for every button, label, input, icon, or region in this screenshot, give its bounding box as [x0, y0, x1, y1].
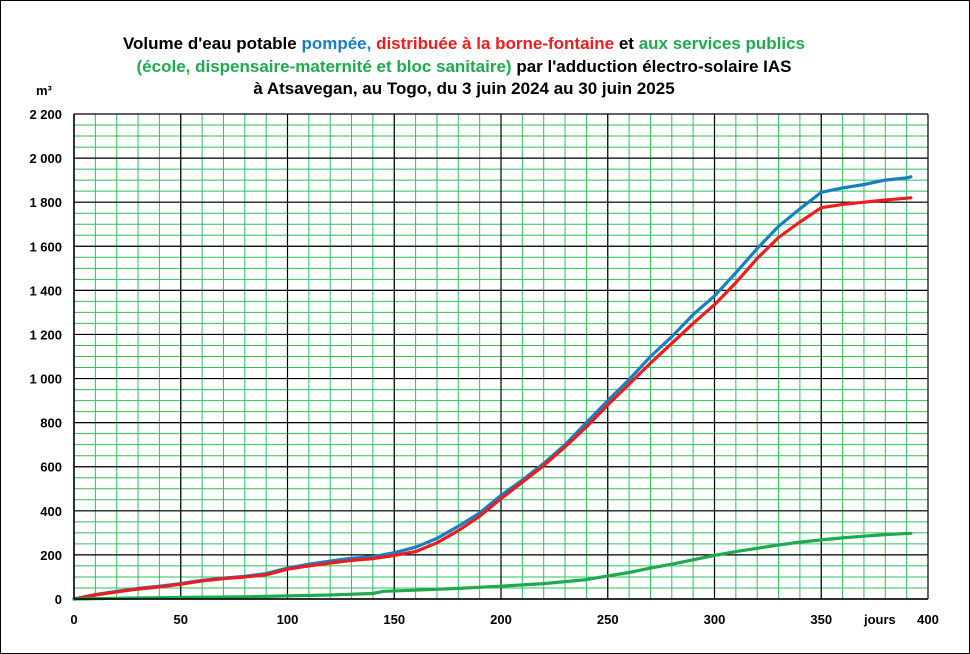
title-segment: par l'adduction électro-solaire IAS — [512, 57, 792, 76]
y-tick-label: 2 000 — [29, 151, 62, 166]
x-axis-ticks: 0 50 100 150 200 250 300 350 400 — [70, 612, 938, 627]
title-segment: à Atsavegan, au Togo, du 3 juin 2024 au … — [253, 79, 674, 98]
x-tick-label: 50 — [174, 612, 188, 627]
title-segment: (école, dispensaire-maternité et bloc sa… — [137, 57, 512, 76]
chart-title: Volume d'eau potable pompée, distribuée … — [123, 34, 805, 98]
y-tick-label: 1 400 — [29, 283, 62, 298]
x-tick-label: 350 — [810, 612, 832, 627]
y-axis-unit: m³ — [36, 83, 53, 98]
y-axis-ticks: 0 200 400 600 800 1 000 1 200 1 400 1 600 1 800 2 … — [29, 107, 62, 607]
title-line-1: Volume d'eau potable pompée, distribuée … — [123, 34, 805, 53]
series-line-pumped — [72, 175, 913, 601]
x-tick-label: 150 — [383, 612, 405, 627]
title-segment: pompée, — [301, 34, 376, 53]
title-line-3: à Atsavegan, au Togo, du 3 juin 2024 au … — [253, 79, 674, 98]
series-line-services — [72, 531, 913, 601]
x-tick-label: 200 — [490, 612, 512, 627]
y-tick-label: 0 — [55, 592, 62, 607]
y-tick-label: 800 — [40, 416, 62, 431]
y-tick-label: 200 — [40, 548, 62, 563]
series-line-fountain — [72, 196, 913, 601]
title-segment: Volume d'eau potable — [123, 34, 301, 53]
x-tick-label: 300 — [704, 612, 726, 627]
x-tick-label: 0 — [70, 612, 77, 627]
title-line-2: (école, dispensaire-maternité et bloc sa… — [137, 57, 792, 76]
x-tick-label: 250 — [597, 612, 619, 627]
title-segment: distribuée à la borne-fontaine — [376, 34, 614, 53]
y-tick-label: 400 — [40, 504, 62, 519]
x-axis-label: jours — [863, 612, 896, 627]
title-segment: et — [614, 34, 639, 53]
axes — [73, 114, 928, 600]
y-tick-label: 2 200 — [29, 107, 62, 122]
y-tick-label: 1 600 — [29, 239, 62, 254]
major-grid — [73, 113, 929, 600]
series-layer — [72, 175, 913, 601]
y-tick-label: 1 800 — [29, 195, 62, 210]
y-tick-label: 600 — [40, 460, 62, 475]
y-tick-label: 1 200 — [29, 327, 62, 342]
x-tick-label: 400 — [917, 612, 939, 627]
title-segment: aux services publics — [639, 34, 805, 53]
x-tick-label: 100 — [277, 612, 299, 627]
y-tick-label: 1 000 — [29, 372, 62, 387]
